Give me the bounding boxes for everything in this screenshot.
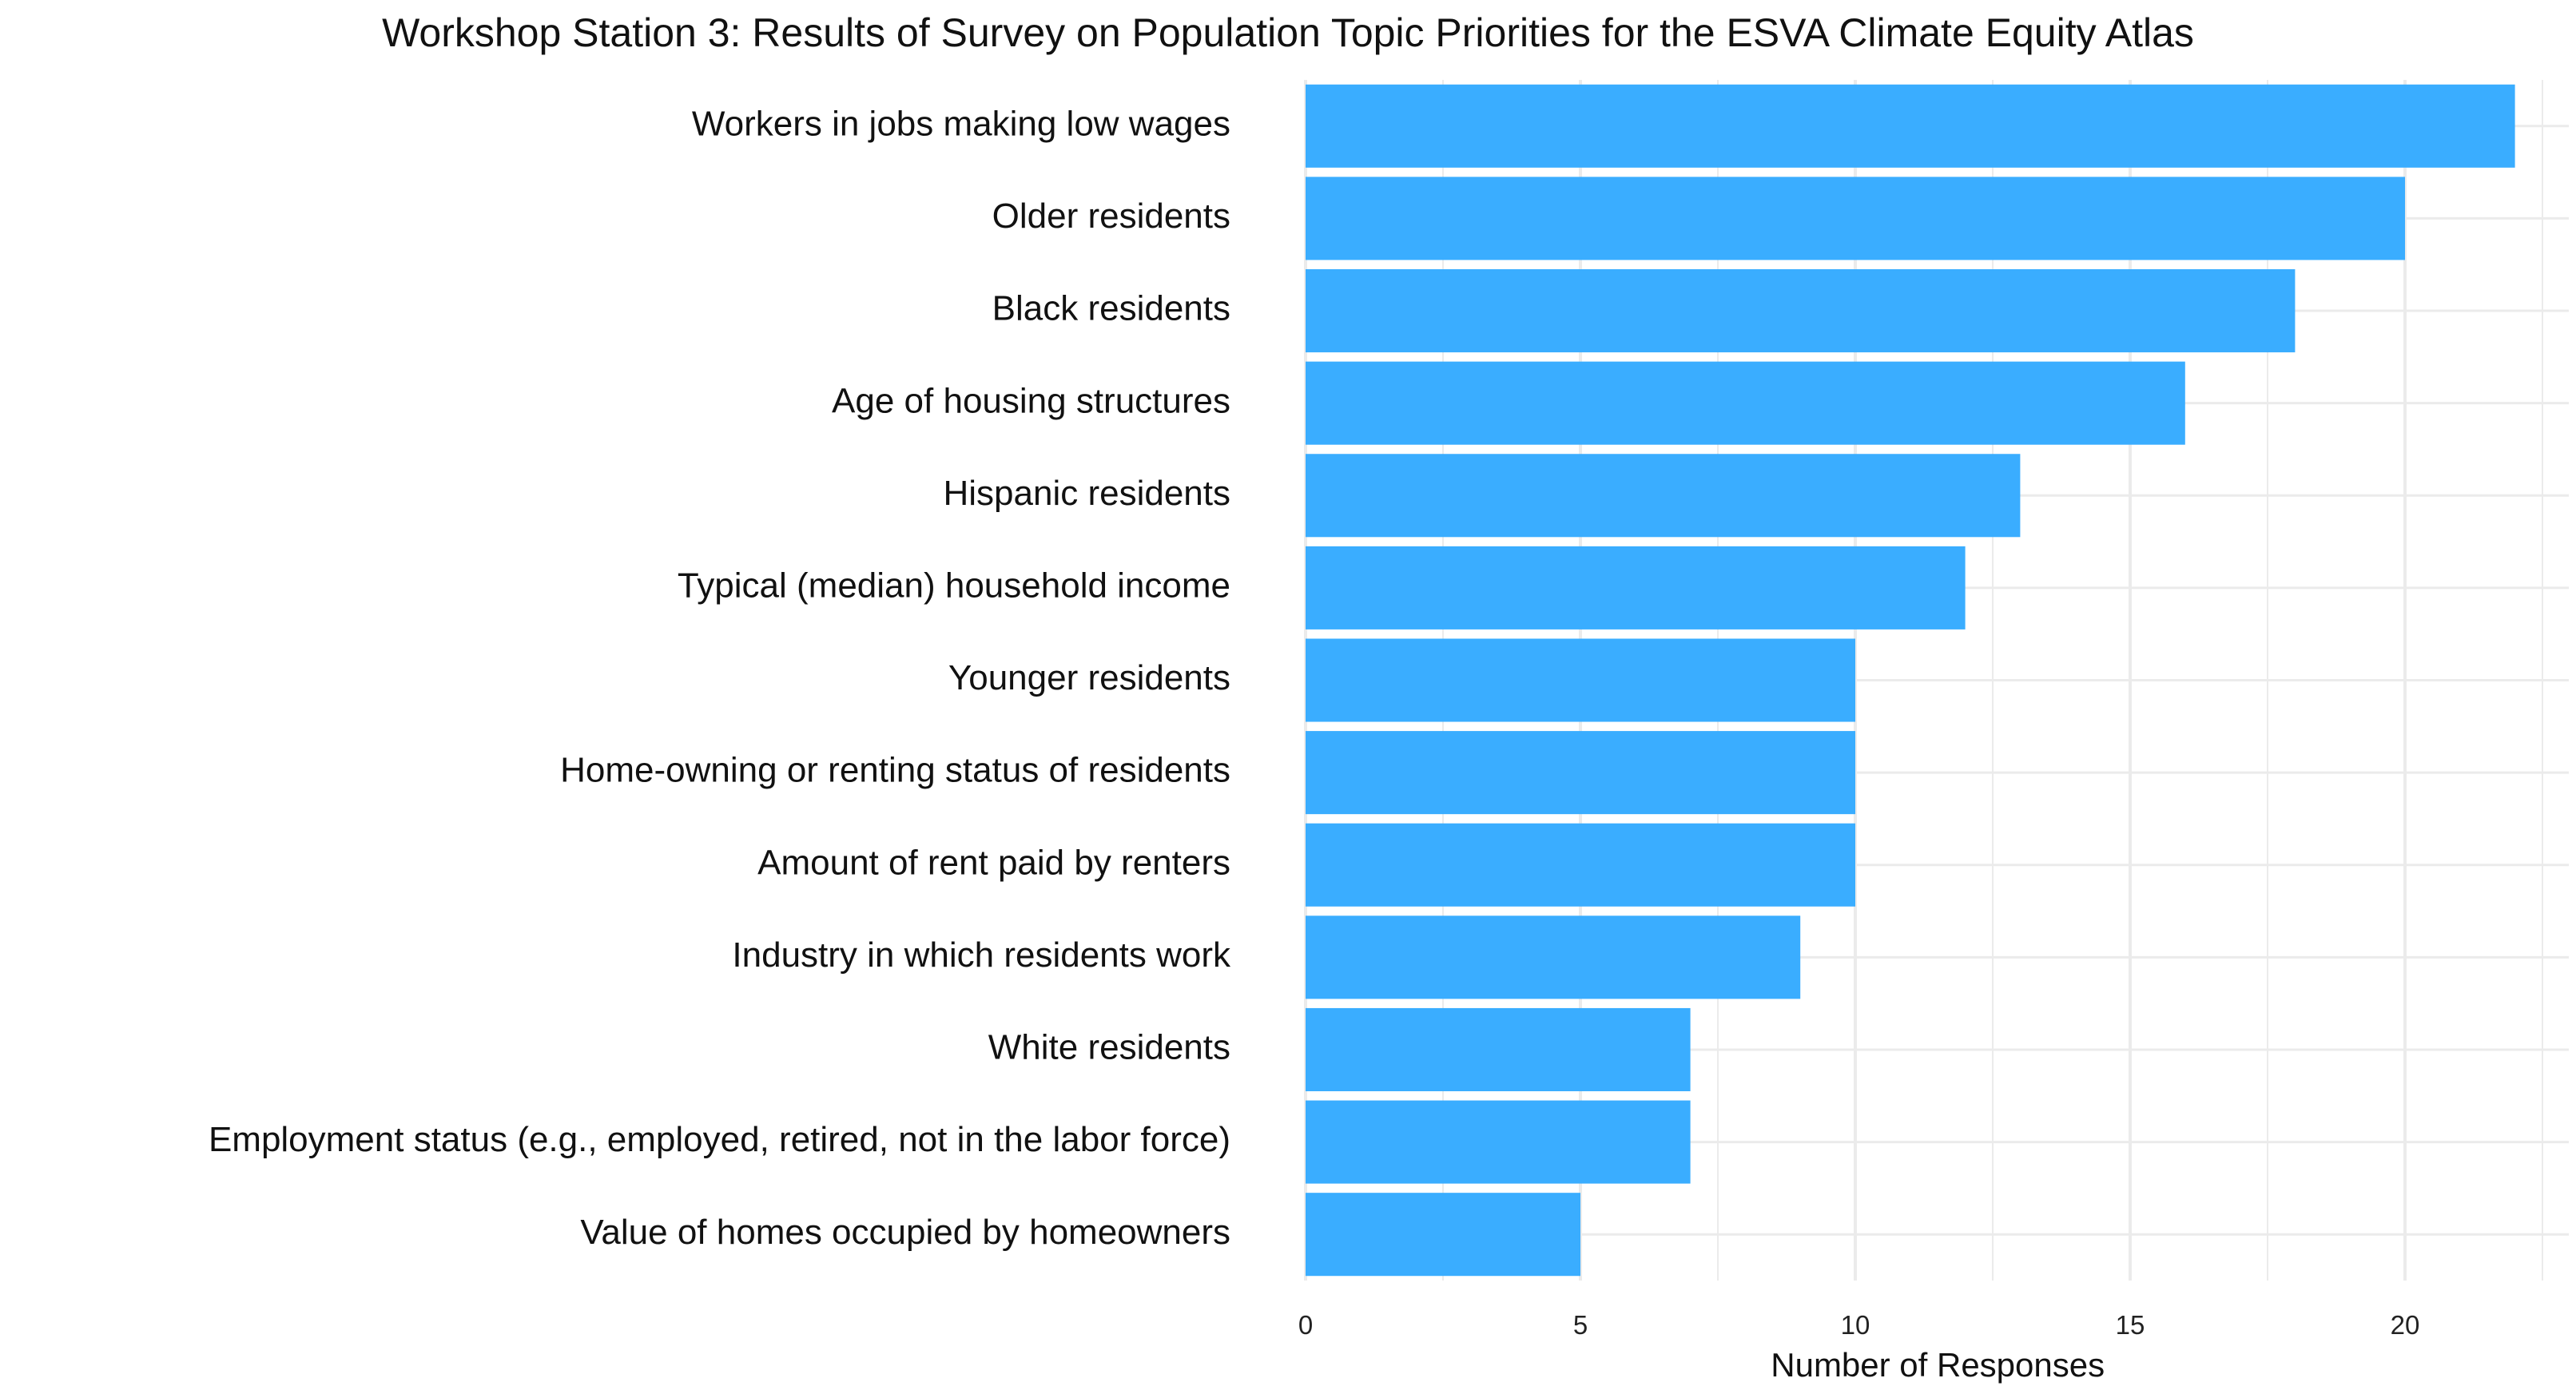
category-label: Older residents: [992, 197, 1230, 236]
x-tick-label: 15: [2116, 1310, 2145, 1340]
x-tick-label: 10: [1841, 1310, 1870, 1340]
category-label: Industry in which residents work: [732, 935, 1231, 975]
category-label: Younger residents: [948, 658, 1230, 697]
bar: [1306, 84, 2515, 168]
category-label: Black residents: [992, 289, 1230, 328]
x-axis-title: Number of Responses: [1771, 1346, 2105, 1384]
x-tick-label: 0: [1298, 1310, 1313, 1340]
bar: [1306, 269, 2296, 353]
category-label: Amount of rent paid by renters: [757, 843, 1230, 882]
category-label: Hispanic residents: [944, 474, 1231, 513]
category-label: White residents: [988, 1028, 1230, 1067]
bars: [1306, 84, 2515, 1277]
bar: [1306, 638, 1855, 722]
bar: [1306, 546, 1966, 629]
bar: [1306, 454, 2021, 538]
chart-title: Workshop Station 3: Results of Survey on…: [382, 10, 2194, 55]
x-tick-label: 20: [2391, 1310, 2420, 1340]
bar: [1306, 823, 1855, 907]
category-label: Employment status (e.g., employed, retir…: [209, 1120, 1230, 1159]
category-label: Value of homes occupied by homeowners: [580, 1213, 1230, 1252]
bar: [1306, 1007, 1691, 1091]
bar: [1306, 1193, 1580, 1277]
category-label: Workers in jobs making low wages: [692, 104, 1230, 143]
bar: [1306, 915, 1801, 999]
x-tick-label: 5: [1573, 1310, 1588, 1340]
bar: [1306, 1100, 1691, 1184]
bar: [1306, 177, 2405, 260]
bar: [1306, 361, 2185, 445]
x-tick-labels: 0 5 10 15 20: [1298, 1310, 2420, 1340]
category-label: Age of housing structures: [832, 381, 1230, 420]
category-label: Typical (median) household income: [678, 566, 1230, 606]
category-label: Home-owning or renting status of residen…: [560, 751, 1230, 790]
category-labels: Workers in jobs making low wages Older re…: [209, 104, 1231, 1251]
bar: [1306, 731, 1855, 815]
